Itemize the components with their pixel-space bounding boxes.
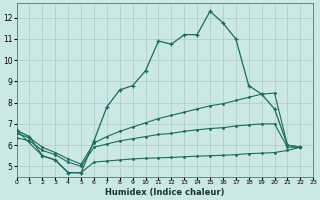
X-axis label: Humidex (Indice chaleur): Humidex (Indice chaleur) bbox=[105, 188, 225, 197]
